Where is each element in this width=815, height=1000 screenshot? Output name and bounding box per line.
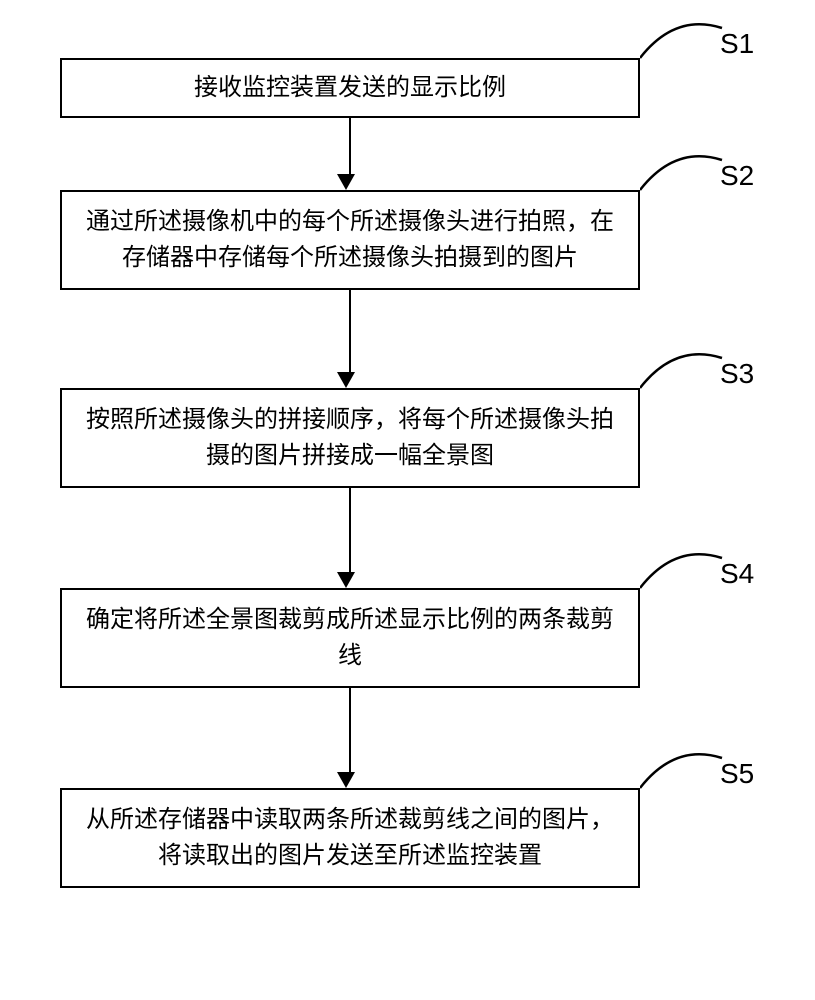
label-curve-s5 <box>640 748 730 798</box>
arrow-line <box>349 118 351 174</box>
step-box-s4: 确定将所述全景图裁剪成所述显示比例的两条裁剪线 <box>60 588 640 688</box>
label-curve-s2 <box>640 150 730 200</box>
step-text-s1: 接收监控装置发送的显示比例 <box>194 70 506 106</box>
step-box-s3: 按照所述摄像头的拼接顺序，将每个所述摄像头拍摄的图片拼接成一幅全景图 <box>60 388 640 488</box>
arrow-4 <box>345 688 355 788</box>
flowchart-container: 接收监控装置发送的显示比例通过所述摄像机中的每个所述摄像头进行拍照，在存储器中存… <box>0 0 815 1000</box>
arrow-head-icon <box>337 572 355 588</box>
arrow-head-icon <box>337 174 355 190</box>
arrow-line <box>349 488 351 572</box>
step-text-s5: 从所述存储器中读取两条所述裁剪线之间的图片，将读取出的图片发送至所述监控装置 <box>82 802 618 874</box>
arrow-head-icon <box>337 372 355 388</box>
arrow-3 <box>345 488 355 588</box>
arrow-line <box>349 290 351 372</box>
step-text-s2: 通过所述摄像机中的每个所述摄像头进行拍照，在存储器中存储每个所述摄像头拍摄到的图… <box>82 204 618 276</box>
step-box-s5: 从所述存储器中读取两条所述裁剪线之间的图片，将读取出的图片发送至所述监控装置 <box>60 788 640 888</box>
step-box-s1: 接收监控装置发送的显示比例 <box>60 58 640 118</box>
step-text-s4: 确定将所述全景图裁剪成所述显示比例的两条裁剪线 <box>82 602 618 674</box>
arrow-head-icon <box>337 772 355 788</box>
step-box-s2: 通过所述摄像机中的每个所述摄像头进行拍照，在存储器中存储每个所述摄像头拍摄到的图… <box>60 190 640 290</box>
arrow-2 <box>345 290 355 388</box>
step-text-s3: 按照所述摄像头的拼接顺序，将每个所述摄像头拍摄的图片拼接成一幅全景图 <box>82 402 618 474</box>
arrow-1 <box>345 118 355 190</box>
label-curve-s4 <box>640 548 730 598</box>
label-curve-s1 <box>640 18 730 68</box>
arrow-line <box>349 688 351 772</box>
label-curve-s3 <box>640 348 730 398</box>
